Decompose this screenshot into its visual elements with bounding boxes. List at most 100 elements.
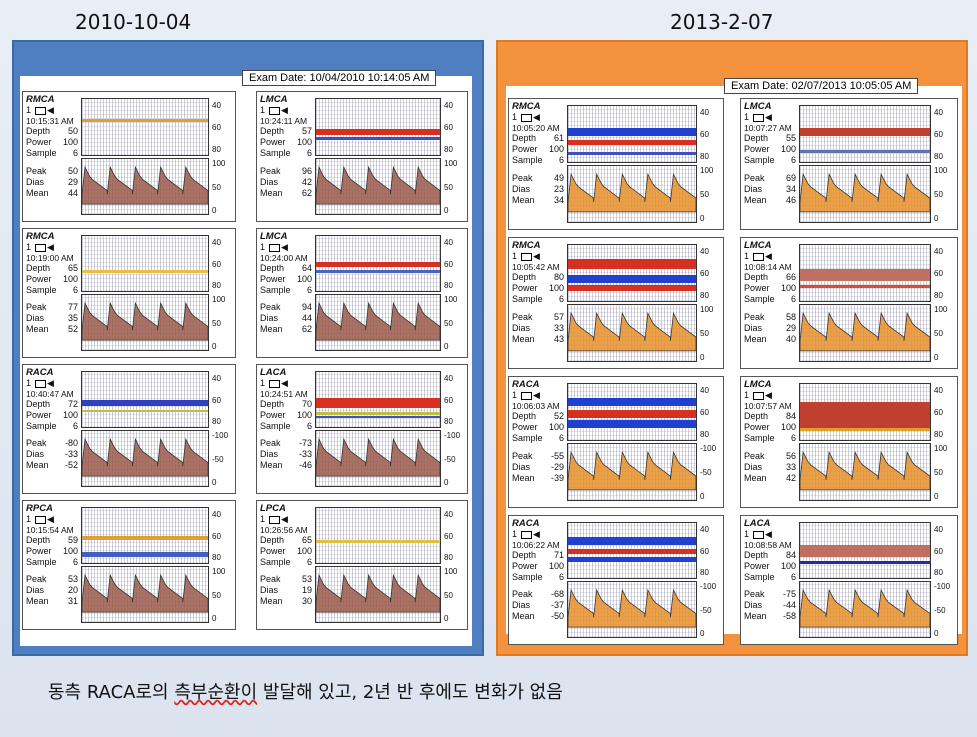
dias-value: 29 [67, 177, 78, 187]
power-row: Power 100 [260, 274, 312, 285]
depth-value: 61 [553, 133, 564, 143]
depth-tick: 80 [700, 291, 709, 300]
time-label: 10:08:58 AM [744, 540, 792, 550]
vessel-label: LMCA [744, 240, 772, 251]
vessel-label: LACA [744, 518, 771, 529]
power-label: Power [744, 561, 770, 571]
sample-label: Sample [744, 294, 775, 304]
probe-icon [269, 243, 281, 252]
sample-row: Sample 6 [260, 285, 312, 296]
velocity-tick: 50 [212, 318, 221, 328]
arrow-left-icon: ◀ [281, 242, 288, 252]
sample-value: 6 [306, 557, 312, 567]
depth-label: Depth [744, 133, 769, 143]
velocity-tick: 0 [700, 353, 705, 362]
velocity-tick: 50 [934, 468, 943, 477]
peak-row: Peak -73 [260, 438, 312, 449]
depth-value: 80 [553, 272, 564, 282]
sample-row: Sample 6 [744, 572, 796, 583]
depth-tick: 60 [212, 531, 221, 541]
sample-label: Sample [26, 557, 57, 567]
peak-value: -55 [550, 451, 564, 461]
power-value: 100 [62, 410, 78, 420]
depth-tick: 40 [934, 108, 943, 117]
mean-value: 62 [301, 188, 312, 198]
power-value: 100 [62, 137, 78, 147]
doppler-waveform [567, 443, 697, 501]
depth-tick: 60 [212, 123, 221, 132]
probe-indicator: 1 ◀ [260, 378, 288, 388]
velocity-tick: 50 [212, 182, 221, 192]
dias-row: Dias -37 [512, 600, 564, 611]
vessel-label: RACA [512, 379, 540, 390]
sample-value: 6 [558, 155, 564, 165]
arrow-left-icon: ◀ [47, 514, 54, 524]
probe-indicator: 1 ◀ [260, 242, 288, 252]
depth-tick: 40 [212, 510, 221, 519]
sample-row: Sample 6 [26, 285, 78, 296]
depth-row: Depth 66 [744, 272, 796, 283]
peak-row: Peak 49 [512, 173, 564, 184]
arrow-left-icon: ◀ [765, 390, 772, 400]
doppler-band [568, 549, 696, 554]
arrow-left-icon: ◀ [765, 251, 772, 261]
probe-icon [521, 252, 533, 261]
peak-value: 53 [301, 574, 312, 584]
sample-label: Sample [260, 557, 291, 567]
peak-label: Peak [260, 302, 281, 312]
time-label: 10:24:51 AM [260, 389, 308, 399]
velocity-tick: -50 [212, 454, 224, 464]
velocity-tick: -50 [700, 605, 712, 615]
mean-row: Mean 62 [260, 188, 312, 199]
sample-label: Sample [744, 155, 775, 165]
mmode-spectrum [799, 522, 931, 579]
peak-label: Peak [260, 438, 281, 448]
power-row: Power 100 [512, 144, 564, 155]
probe-indicator: 1 ◀ [260, 514, 288, 524]
peak-value: 94 [301, 302, 312, 312]
depth-value: 57 [301, 126, 312, 136]
sample-value: 6 [790, 433, 796, 443]
power-label: Power [260, 546, 286, 556]
arrow-left-icon: ◀ [765, 112, 772, 122]
mean-value: 31 [67, 596, 78, 606]
doppler-card-r7: LACA 1 ◀ 10:08:58 AM Depth 84 Power 100 Sample… [740, 515, 958, 645]
mean-label: Mean [26, 460, 49, 470]
time-label: 10:05:20 AM [512, 123, 560, 133]
velocity-tick: -50 [934, 605, 946, 615]
mean-row: Mean 44 [26, 188, 78, 199]
mean-value: -39 [550, 473, 564, 483]
dias-row: Dias 35 [26, 313, 78, 324]
power-value: 100 [780, 422, 796, 432]
depth-label: Depth [744, 272, 769, 282]
power-label: Power [260, 274, 286, 284]
power-label: Power [744, 422, 770, 432]
velocity-tick: 100 [444, 295, 458, 304]
dias-value: 35 [67, 313, 78, 323]
depth-value: 84 [785, 550, 796, 560]
probe-icon [269, 106, 281, 115]
doppler-band [800, 285, 930, 288]
peak-row: Peak 53 [260, 574, 312, 585]
depth-tick: 60 [444, 123, 453, 132]
depth-value: 64 [301, 263, 312, 273]
peak-row: Peak 53 [26, 574, 78, 585]
depth-value: 72 [67, 399, 78, 409]
mean-value: 62 [301, 324, 312, 334]
depth-tick: 40 [700, 108, 709, 117]
mean-label: Mean [260, 188, 283, 198]
sample-row: Sample 6 [26, 148, 78, 159]
mean-label: Mean [26, 324, 49, 334]
depth-tick: 60 [934, 130, 943, 139]
depth-tick: 60 [444, 531, 453, 541]
depth-tick: 80 [934, 568, 943, 577]
doppler-band [568, 410, 696, 418]
time-label: 10:05:42 AM [512, 262, 560, 272]
depth-row: Depth 61 [512, 133, 564, 144]
sample-row: Sample 6 [512, 572, 564, 583]
depth-value: 50 [67, 126, 78, 136]
dias-value: -33 [64, 449, 78, 459]
arrow-left-icon: ◀ [281, 514, 288, 524]
dias-row: Dias 44 [260, 313, 312, 324]
doppler-band [316, 416, 440, 418]
